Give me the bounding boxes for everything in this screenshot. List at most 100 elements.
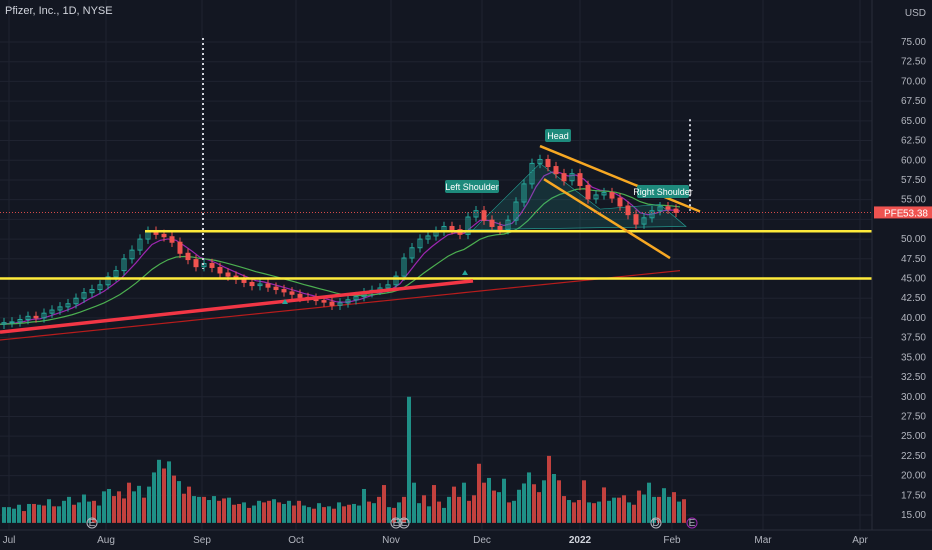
y-tick-label: 15.00	[901, 510, 926, 521]
volume-bar	[452, 486, 456, 523]
y-tick-label: 75.00	[901, 37, 926, 48]
candle-body	[585, 184, 591, 200]
volume-bar	[507, 502, 511, 523]
volume-bar	[37, 504, 41, 523]
volume-bar	[142, 497, 146, 523]
rising-trendline	[0, 279, 474, 334]
event-marker	[398, 517, 410, 529]
candle-body	[537, 158, 543, 164]
event-marker-label: E	[89, 518, 96, 529]
candle-body	[601, 192, 607, 196]
volume-bar	[272, 499, 276, 523]
volume-bar	[547, 455, 551, 523]
volume-bar	[467, 500, 471, 523]
y-tick-label: 20.00	[901, 471, 926, 482]
y-tick-label: 17.50	[901, 490, 926, 501]
volume-bar	[247, 507, 251, 523]
candle-body	[561, 173, 567, 182]
volume-bar	[367, 501, 371, 523]
volume-bar	[87, 501, 91, 523]
volume-bar	[567, 500, 571, 523]
volume-bar	[107, 488, 111, 523]
volume-bar	[642, 494, 646, 523]
volume-bar	[182, 493, 186, 523]
x-tick-label: Mar	[754, 535, 772, 546]
y-tick-label: 25.00	[901, 431, 926, 442]
candle-body	[129, 249, 135, 260]
volume-bar	[332, 508, 336, 523]
candle-body	[609, 192, 615, 199]
volume-bar	[357, 505, 361, 523]
volume-bar	[327, 506, 331, 523]
volume-bar	[517, 489, 521, 523]
candle-body	[113, 270, 119, 278]
last-price-value: 53.38	[903, 208, 928, 219]
volume-bar	[402, 496, 406, 523]
candle-body	[257, 283, 263, 287]
candle-body	[209, 263, 215, 268]
volume-bar	[522, 483, 526, 523]
volume-bar	[677, 501, 681, 523]
volume-bar	[482, 482, 486, 523]
candle-body	[513, 201, 519, 221]
volume-bar	[417, 503, 421, 523]
candle-body	[105, 276, 111, 286]
volume-bar	[632, 504, 636, 523]
volume-bar	[92, 500, 96, 523]
volume-bar	[167, 461, 171, 523]
volume-bar	[72, 504, 76, 523]
volume-bar	[347, 504, 351, 523]
volume-bar	[337, 502, 341, 523]
candle-body	[497, 225, 503, 231]
volume-bar	[432, 485, 436, 523]
volume-bar	[17, 504, 21, 523]
pattern-label-box	[545, 129, 571, 142]
x-tick-label: Feb	[663, 535, 681, 546]
volume-bar	[282, 503, 286, 523]
x-tick-label: Aug	[97, 535, 115, 546]
candle-body	[73, 297, 79, 305]
volume-bar	[552, 474, 556, 523]
volume-bar	[122, 498, 126, 523]
candle-body	[249, 281, 255, 287]
volume-bar	[127, 482, 131, 523]
candle-body	[473, 210, 479, 218]
volume-bar	[7, 507, 11, 523]
y-tick-label: 67.50	[901, 96, 926, 107]
candle-body	[553, 166, 559, 175]
volume-bar	[192, 496, 196, 523]
last-price-badge	[874, 206, 932, 219]
volume-bar	[477, 463, 481, 523]
volume-bar	[537, 492, 541, 523]
candle-body	[169, 236, 175, 243]
volume-bar	[32, 503, 36, 523]
y-tick-label: 47.50	[901, 254, 926, 265]
candle-body	[673, 208, 679, 213]
candle-body	[217, 266, 223, 274]
volume-bar	[317, 503, 321, 523]
candle-body	[289, 291, 295, 295]
candle-body	[641, 217, 647, 225]
candle-body	[281, 289, 287, 293]
volume-series	[2, 396, 686, 523]
candle-body	[97, 284, 103, 291]
candle-body	[529, 162, 535, 185]
volume-bar	[162, 468, 166, 523]
volume-bar	[322, 507, 326, 523]
volume-bar	[457, 496, 461, 523]
volume-bar	[492, 490, 496, 523]
y-tick-label: 72.50	[901, 57, 926, 68]
volume-bar	[57, 506, 61, 523]
event-marker-label: D	[652, 518, 659, 529]
event-marker-label: E	[393, 518, 400, 529]
y-tick-label: 40.00	[901, 313, 926, 324]
candle-body	[665, 206, 671, 210]
chart-title: Pfizer, Inc., 1D, NYSE	[5, 5, 113, 17]
event-marker	[686, 517, 698, 529]
volume-bar	[607, 500, 611, 523]
candle-body	[9, 321, 15, 324]
candle-body	[121, 258, 127, 272]
event-marker	[650, 517, 662, 529]
y-tick-label: 62.50	[901, 136, 926, 147]
